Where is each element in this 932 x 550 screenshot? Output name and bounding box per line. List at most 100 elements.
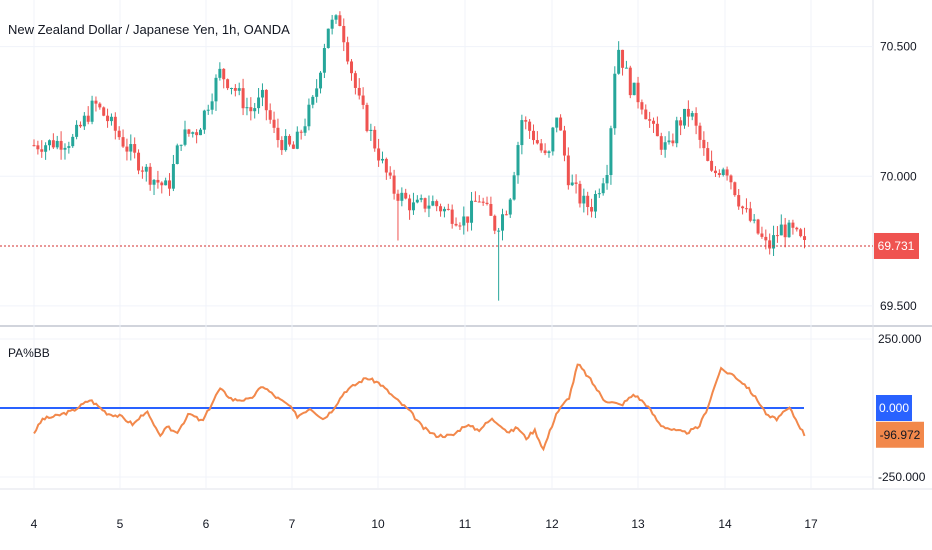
indicator-value-tag-label: -96.972	[880, 428, 921, 442]
candle-body	[90, 100, 94, 122]
candle-body	[458, 225, 462, 227]
candle-body	[276, 127, 280, 141]
candle-body	[311, 96, 315, 105]
candle-body	[361, 95, 365, 105]
candle-body	[78, 124, 82, 127]
candle-body	[485, 202, 489, 204]
chart-title: New Zealand Dollar / Japanese Yen, 1h, O…	[8, 22, 290, 37]
candle-body	[775, 235, 779, 237]
candle-body	[748, 208, 752, 221]
candle-body	[82, 115, 86, 127]
time-tick-label: 17	[804, 517, 818, 531]
candle-body	[729, 175, 733, 183]
candle-body	[803, 236, 807, 240]
candle-body	[795, 227, 799, 230]
indicator-title: PA%BB	[8, 346, 50, 360]
candle-body	[706, 148, 710, 161]
candle-body	[609, 128, 613, 176]
candle-body	[187, 129, 191, 134]
candle-body	[710, 160, 714, 171]
candle-body	[787, 222, 791, 238]
candle-body	[431, 201, 435, 206]
candle-body	[357, 87, 361, 96]
candle-body	[799, 229, 803, 237]
time-tick-label: 11	[459, 517, 472, 531]
time-tick-label: 12	[545, 517, 559, 531]
candle-body	[373, 129, 377, 149]
candle-body	[71, 136, 75, 147]
candle-body	[632, 82, 636, 96]
candle-body	[667, 140, 671, 143]
candle-body	[543, 150, 547, 154]
candle-body	[613, 73, 617, 129]
candle-body	[578, 183, 582, 204]
candle-body	[288, 135, 292, 145]
candle-body	[590, 207, 594, 212]
candle-body	[547, 151, 551, 154]
candle-body	[442, 208, 446, 212]
candle-body	[334, 15, 338, 20]
candle-body	[741, 206, 745, 209]
candle-body	[40, 149, 44, 152]
candle-body	[350, 61, 354, 74]
candle-body	[237, 88, 241, 91]
candle-body	[404, 192, 408, 199]
candle-body	[346, 42, 350, 62]
candle-body	[559, 117, 563, 131]
candle-body	[32, 145, 36, 147]
candle-body	[570, 182, 574, 186]
candle-body	[531, 130, 535, 141]
candle-body	[713, 170, 717, 174]
candlestick-series	[32, 11, 807, 301]
zero-tag-label: 0.000	[879, 401, 909, 415]
time-tick-label: 6	[203, 517, 210, 531]
candle-body	[214, 77, 218, 102]
candle-body	[253, 108, 257, 112]
candle-body	[198, 129, 202, 136]
candle-body	[411, 202, 415, 211]
candle-body	[477, 201, 481, 203]
candle-body	[249, 107, 253, 112]
candle-body	[284, 135, 288, 151]
candle-body	[636, 82, 640, 103]
candle-body	[470, 200, 474, 223]
time-tick-label: 4	[31, 517, 38, 531]
candle-body	[783, 224, 787, 238]
candle-body	[423, 198, 427, 209]
candle-body	[566, 155, 570, 186]
last-price-tag	[874, 232, 919, 259]
candle-body	[75, 124, 79, 137]
candle-body	[218, 68, 222, 78]
time-tick-label: 5	[117, 517, 124, 531]
candle-body	[605, 175, 609, 184]
candle-body	[504, 214, 508, 216]
time-tick-label: 13	[631, 517, 645, 531]
candle-body	[562, 130, 566, 156]
candle-body	[121, 137, 125, 147]
candle-body	[450, 209, 454, 224]
indicator-series: 0.000 -96.972	[0, 363, 924, 452]
candle-body	[493, 215, 497, 231]
candle-body	[307, 104, 311, 127]
indicator-value-tag	[876, 421, 924, 448]
candle-body	[466, 216, 470, 223]
candle-body	[601, 183, 605, 194]
candle-body	[768, 240, 772, 249]
candle-body	[113, 116, 117, 131]
candle-body	[98, 103, 102, 108]
candle-body	[655, 123, 659, 137]
price-tick-label: 69.500	[880, 299, 917, 313]
candle-body	[377, 148, 381, 161]
candle-body	[694, 113, 698, 126]
candle-body	[516, 145, 520, 176]
candle-body	[717, 173, 721, 175]
candle-body	[524, 120, 528, 122]
candle-body	[508, 199, 512, 215]
candle-body	[59, 140, 63, 150]
candle-body	[67, 146, 71, 148]
candle-body	[47, 140, 51, 146]
candle-body	[497, 230, 501, 232]
candle-body	[330, 19, 334, 29]
candle-body	[593, 194, 597, 212]
